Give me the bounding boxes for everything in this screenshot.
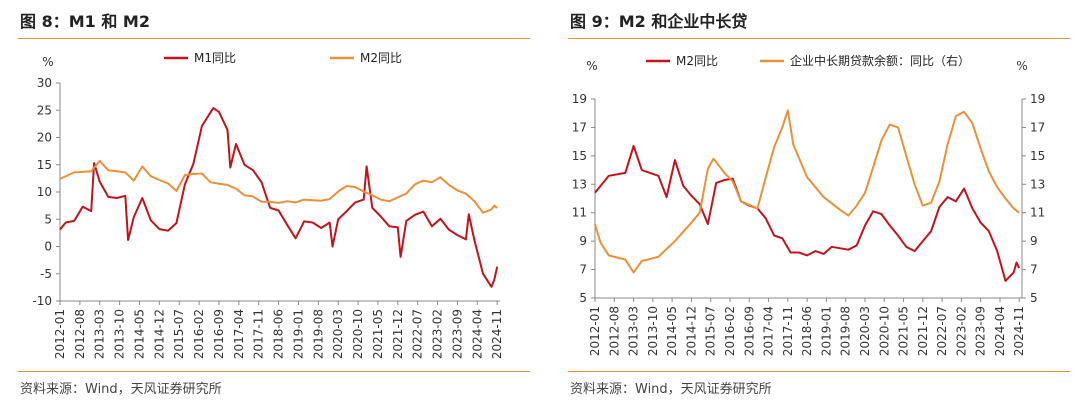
x-tick-label: 2020-03	[858, 306, 872, 356]
x-tick-label: 2012-01	[53, 309, 67, 359]
y-unit-label: %	[42, 55, 53, 69]
x-tick-label: 2014-12	[152, 309, 166, 359]
legend-label-2: M2同比	[360, 51, 402, 65]
figure-title: 图 8：M1 和 M2	[20, 12, 150, 31]
y-unit-label: %	[586, 59, 597, 73]
source-note: 资料来源：Wind，天风证券研究所	[570, 382, 772, 397]
title-divider	[18, 38, 530, 39]
x-tick-label: 2024-11	[1012, 306, 1026, 356]
x-tick-label: 2017-11	[781, 306, 795, 356]
title-divider	[568, 38, 1070, 39]
x-tick-label: 2020-10	[877, 306, 891, 356]
x-tick-label: 2018-06	[800, 306, 814, 356]
x-tick-label: 2016-02	[192, 309, 206, 359]
y-tick-label: 5	[44, 212, 52, 226]
x-tick-label: 2014-12	[684, 306, 698, 356]
x-tick-label: 2014-05	[132, 309, 146, 359]
x-tick-label: 2022-07	[935, 306, 949, 356]
x-tick-label: 2017-11	[252, 309, 266, 359]
y-tick-label: 15	[572, 149, 587, 163]
x-tick-label: 2019-01	[291, 309, 305, 359]
x-tick-label: 2014-05	[665, 306, 679, 356]
series-line-1	[59, 107, 499, 288]
x-tick-label: 2017-04	[762, 306, 776, 356]
y-tick-label: 13	[572, 177, 587, 191]
y2-tick-label: 15	[1030, 149, 1045, 163]
x-tick-label: 2019-08	[311, 309, 325, 359]
x-tick-label: 2013-03	[627, 306, 641, 356]
x-tick-label: 2024-04	[993, 306, 1007, 356]
y2-tick-label: 9	[1030, 234, 1038, 248]
x-tick-label: 2016-02	[723, 306, 737, 356]
series-line-2	[59, 159, 498, 214]
legend-label-2: 企业中长期贷款余额：同比（右）	[790, 53, 970, 68]
x-tick-label: 2012-08	[607, 306, 621, 356]
y-tick-label: 5	[579, 291, 587, 305]
x-tick-label: 2020-03	[331, 309, 345, 359]
y2-unit-label: %	[1016, 59, 1027, 73]
x-tick-label: 2013-03	[93, 309, 107, 359]
y-tick-label: 20	[37, 131, 52, 145]
x-tick-label: 2021-12	[391, 309, 405, 359]
y-tick-label: 0	[44, 240, 52, 254]
y-tick-label: 19	[572, 92, 587, 106]
y2-tick-label: 13	[1030, 177, 1045, 191]
x-tick-label: 2023-02	[431, 309, 445, 359]
figure-9-panel: 图 9：M2 和企业中长贷 5 7 9 11 13 15 17 19 5 7 9 11 13 15 17 19…	[550, 0, 1080, 405]
x-tick-label: 2019-01	[819, 306, 833, 356]
series-line-1	[594, 144, 1021, 282]
y2-tick-label: 11	[1030, 206, 1045, 220]
x-tick-label: 2021-12	[916, 306, 930, 356]
y-tick-label: -10	[32, 294, 52, 308]
y-tick-label: 17	[572, 120, 587, 134]
x-tick-label: 2022-07	[411, 309, 425, 359]
x-tick-label: 2015-07	[704, 306, 718, 356]
x-tick-label: 2013-10	[646, 306, 660, 356]
x-tick-label: 2023-09	[450, 309, 464, 359]
figure-8-panel: 图 8：M1 和 M2 -10 -5 0 5 10 15 20 25 30 2012-01 2012…	[18, 12, 530, 397]
x-tick-label: 2016-09	[742, 306, 756, 356]
x-tick-label: 2012-08	[73, 309, 87, 359]
x-tick-label: 2017-04	[232, 309, 246, 359]
x-tick-label: 2021-05	[371, 309, 385, 359]
x-tick-label: 2015-07	[172, 309, 186, 359]
y-tick-label: 10	[37, 185, 52, 199]
x-tick-label: 2013-10	[113, 309, 127, 359]
y2-tick-label: 7	[1030, 263, 1038, 277]
x-tick-label: 2024-11	[490, 309, 504, 359]
legend-label-1: M1同比	[194, 51, 236, 65]
y2-tick-label: 19	[1030, 92, 1045, 106]
y-tick-label: 30	[37, 76, 52, 90]
x-tick-label: 2024-04	[470, 309, 484, 359]
x-tick-label: 2023-09	[974, 306, 988, 356]
x-tick-label: 2018-06	[272, 309, 286, 359]
y-tick-label: 9	[579, 234, 587, 248]
x-tick-label: 2021-05	[897, 306, 911, 356]
source-divider	[18, 371, 530, 372]
source-note: 资料来源：Wind，天风证券研究所	[20, 382, 222, 397]
x-tick-label: 2019-08	[839, 306, 853, 356]
y2-tick-label: 17	[1030, 120, 1045, 134]
series-line-2	[594, 109, 1020, 274]
m2-loans-line-chart: 5 7 9 11 13 15 17 19 5 7 9 11 13 15 17 19 2012-01 2012-08…	[572, 53, 1046, 356]
y-tick-label: 15	[37, 158, 52, 172]
y-tick-label: -5	[40, 267, 52, 281]
x-tick-label: 2016-09	[212, 309, 226, 359]
source-divider	[568, 371, 1070, 372]
y-tick-label: 25	[37, 103, 52, 117]
y-tick-label: 7	[579, 263, 587, 277]
x-tick-label: 2020-10	[351, 309, 365, 359]
figure-title: 图 9：M2 和企业中长贷	[570, 12, 748, 31]
y-tick-label: 11	[572, 206, 587, 220]
m1-m2-line-chart: -10 -5 0 5 10 15 20 25 30 2012-01 2012-08 2013-03 20…	[32, 51, 504, 359]
legend-label-1: M2同比	[676, 54, 718, 68]
x-tick-label: 2023-02	[954, 306, 968, 356]
x-tick-label: 2012-01	[588, 306, 602, 356]
y2-tick-label: 5	[1030, 291, 1038, 305]
